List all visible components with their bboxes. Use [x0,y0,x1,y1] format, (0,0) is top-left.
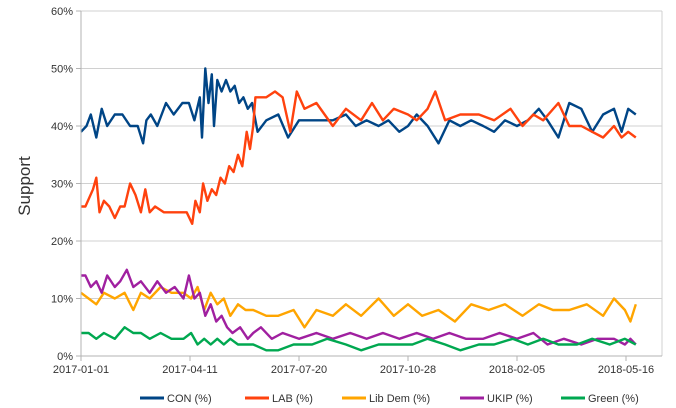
legend-label: Lib Dem (%) [369,393,430,405]
y-tick-label: 10% [51,294,73,306]
legend-label: UKIP (%) [487,393,533,405]
legend-label: CON (%) [167,393,212,405]
x-tick-label: 2017-04-11 [162,364,217,376]
x-tick-label: 2018-05-16 [598,364,654,376]
legend-item: CON (%) [140,393,212,405]
x-tick-label: 2018-02-05 [489,364,545,376]
y-tick-label: 20% [51,236,73,248]
series-line-lib [80,285,637,329]
legend-item: Green (%) [561,393,639,405]
legend-label: Green (%) [588,393,639,405]
y-tick-label: 60% [51,6,73,18]
y-tick-label: 0% [57,351,73,363]
x-tick-label: 2017-01-01 [53,364,109,376]
series-line-green [81,326,637,352]
legend-item: UKIP (%) [460,393,533,405]
y-axis-label: Support [15,156,34,216]
series-line-ukip [81,268,637,346]
series-line-lab [81,90,637,226]
legend-item: LAB (%) [245,393,313,405]
legend-item: Lib Dem (%) [342,393,430,405]
y-tick-label: 50% [51,64,73,76]
x-tick-label: 2017-10-28 [380,364,436,376]
y-tick-label: 40% [51,121,73,133]
y-tick-label: 30% [51,179,73,191]
series-line-con [80,67,637,145]
x-tick-label: 2017-07-20 [271,364,327,376]
legend-label: LAB (%) [272,393,313,405]
